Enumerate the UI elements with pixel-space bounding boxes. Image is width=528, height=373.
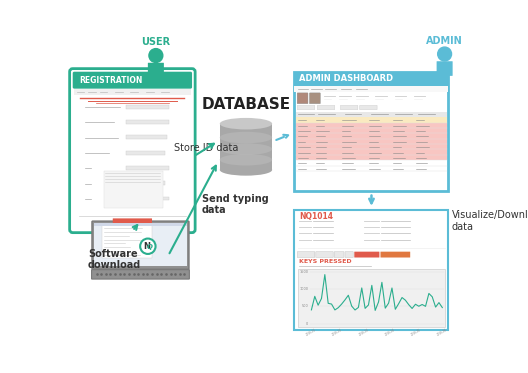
Bar (296, 144, 447, 150)
Text: 1000: 1000 (299, 287, 308, 291)
Bar (74, 89, 191, 95)
FancyBboxPatch shape (113, 219, 152, 225)
Text: USER: USER (142, 37, 171, 47)
Bar (296, 122, 447, 128)
Bar (126, 120, 169, 124)
Bar (296, 133, 447, 139)
FancyBboxPatch shape (73, 72, 192, 89)
Text: ADMIN DASHBOARD: ADMIN DASHBOARD (299, 74, 393, 83)
FancyBboxPatch shape (437, 61, 452, 76)
Bar (296, 166, 447, 171)
Circle shape (140, 239, 156, 254)
Text: 0: 0 (306, 322, 308, 326)
Bar (295, 85, 448, 92)
FancyBboxPatch shape (295, 72, 448, 191)
Bar (102, 225, 153, 258)
FancyBboxPatch shape (317, 105, 335, 110)
FancyBboxPatch shape (297, 252, 315, 257)
Bar (220, 124, 272, 170)
FancyBboxPatch shape (381, 252, 410, 257)
Bar (296, 155, 447, 160)
Bar (103, 170, 163, 208)
Bar (298, 269, 446, 327)
FancyBboxPatch shape (334, 252, 344, 257)
FancyBboxPatch shape (360, 105, 377, 110)
Text: Visualize/Download
data: Visualize/Download data (451, 210, 528, 232)
Bar (296, 128, 447, 133)
Text: ADMIN: ADMIN (426, 35, 463, 46)
Ellipse shape (220, 118, 272, 129)
FancyBboxPatch shape (354, 252, 380, 257)
Circle shape (438, 47, 451, 61)
Text: 2016-03: 2016-03 (358, 327, 370, 336)
Ellipse shape (220, 154, 272, 166)
FancyBboxPatch shape (297, 93, 308, 104)
FancyBboxPatch shape (295, 210, 448, 330)
Bar (296, 139, 447, 144)
FancyBboxPatch shape (345, 252, 353, 257)
Text: N: N (144, 242, 150, 251)
Text: Software
download: Software download (88, 249, 142, 270)
Text: Q: Q (147, 244, 153, 250)
Ellipse shape (220, 143, 272, 155)
Bar (126, 166, 169, 170)
Text: 2016-02: 2016-02 (332, 327, 343, 336)
Text: 2016-01: 2016-01 (306, 327, 317, 336)
Circle shape (149, 48, 163, 62)
Text: DATABASE: DATABASE (201, 97, 290, 112)
Bar (126, 151, 165, 154)
Bar (126, 197, 169, 200)
Bar (295, 72, 448, 85)
Text: Send typing
data: Send typing data (202, 194, 268, 216)
FancyBboxPatch shape (341, 105, 358, 110)
FancyBboxPatch shape (309, 93, 320, 104)
Text: NQ1014: NQ1014 (299, 212, 333, 221)
Text: 1500: 1500 (299, 270, 308, 274)
Bar (296, 150, 447, 155)
FancyBboxPatch shape (92, 221, 189, 269)
Bar (296, 160, 447, 166)
Bar (95, 223, 187, 266)
Text: Store ID data: Store ID data (174, 142, 238, 153)
Text: 500: 500 (301, 304, 308, 308)
Bar (126, 181, 165, 185)
Text: 2016-05: 2016-05 (410, 327, 422, 336)
FancyBboxPatch shape (297, 105, 315, 110)
Text: REGISTRATION: REGISTRATION (79, 76, 142, 85)
FancyBboxPatch shape (316, 252, 333, 257)
Text: KEYS PRESSED: KEYS PRESSED (299, 258, 352, 264)
FancyBboxPatch shape (70, 69, 195, 233)
Text: 2016-06: 2016-06 (437, 327, 448, 336)
Bar (126, 105, 169, 109)
Bar (296, 117, 447, 122)
Text: 2016-04: 2016-04 (384, 327, 396, 336)
Bar (296, 112, 447, 117)
FancyBboxPatch shape (91, 270, 190, 279)
Ellipse shape (220, 164, 272, 176)
Bar (126, 135, 167, 139)
Bar (95, 223, 187, 226)
Bar (92, 269, 189, 270)
Ellipse shape (220, 132, 272, 143)
FancyBboxPatch shape (148, 63, 164, 78)
